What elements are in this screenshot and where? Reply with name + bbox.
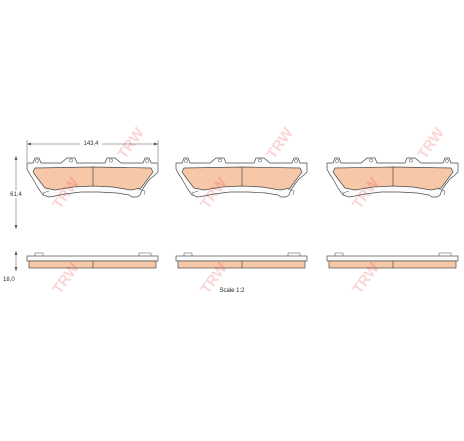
pad-2-side-view — [175, 252, 308, 269]
pad-3-front-view — [326, 157, 459, 198]
pad-1-side-view — [26, 252, 159, 269]
thickness-dimension: 18,0 — [3, 251, 18, 283]
svg-text:TRW: TRW — [414, 124, 448, 162]
width-label: 143,4 — [83, 141, 99, 147]
height-label: 61,4 — [10, 192, 22, 198]
pad-2-front-view — [175, 157, 308, 198]
pad-3-side-view — [326, 252, 459, 269]
height-dimension: 61,4 — [9, 156, 23, 229]
svg-text:TRW: TRW — [114, 124, 148, 162]
thickness-label: 18,0 — [3, 277, 15, 283]
width-dimension: 143,4 — [26, 139, 159, 162]
svg-text:TRW: TRW — [263, 124, 297, 162]
watermark-logos: TRW TRW TRW TRW TRW TRW TRW TRW TRW — [49, 124, 448, 297]
scale-label: Scale 1:2 — [219, 288, 245, 294]
pad-1-front-view — [26, 157, 159, 198]
